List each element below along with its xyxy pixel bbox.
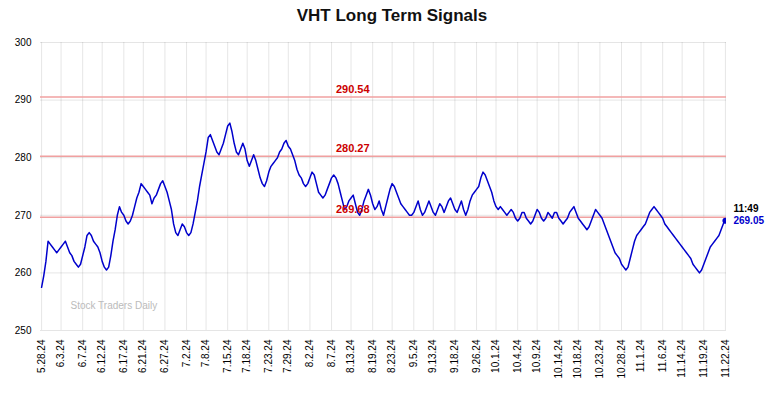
svg-text:300: 300	[15, 37, 32, 48]
svg-text:5.28.24: 5.28.24	[36, 339, 47, 373]
svg-text:7.2.24: 7.2.24	[181, 339, 192, 367]
svg-text:10.1.24: 10.1.24	[490, 339, 501, 373]
svg-text:10.28.24: 10.28.24	[616, 339, 627, 378]
svg-text:11.6.24: 11.6.24	[657, 339, 668, 372]
svg-text:11.19.24: 11.19.24	[698, 339, 709, 378]
svg-text:6.7.24: 6.7.24	[77, 339, 88, 367]
svg-text:11:49: 11:49	[733, 203, 758, 214]
svg-text:6.3.24: 6.3.24	[55, 339, 66, 367]
svg-text:8.19.24: 8.19.24	[367, 339, 378, 373]
svg-text:6.21.24: 6.21.24	[137, 339, 148, 373]
svg-text:270: 270	[15, 210, 32, 221]
svg-text:10.9.24: 10.9.24	[531, 339, 542, 373]
svg-text:290.54: 290.54	[336, 83, 371, 95]
svg-text:Stock Traders Daily: Stock Traders Daily	[71, 300, 158, 311]
svg-text:290: 290	[15, 94, 32, 105]
svg-text:7.29.24: 7.29.24	[282, 339, 293, 373]
svg-text:6.27.24: 6.27.24	[159, 339, 170, 373]
svg-text:8.2.24: 8.2.24	[304, 339, 315, 367]
svg-text:280: 280	[15, 152, 32, 163]
svg-text:250: 250	[15, 325, 32, 336]
svg-text:269.05: 269.05	[733, 215, 764, 226]
svg-text:8.13.24: 8.13.24	[345, 339, 356, 373]
svg-text:7.18.24: 7.18.24	[241, 339, 252, 373]
svg-text:8.7.24: 8.7.24	[326, 339, 337, 367]
svg-text:10.4.24: 10.4.24	[512, 339, 523, 373]
svg-text:11.1.24: 11.1.24	[635, 339, 646, 372]
svg-text:260: 260	[15, 267, 32, 278]
svg-text:7.8.24: 7.8.24	[200, 339, 211, 367]
html-text:VHT Long Term Signals: VHT Long Term Signals	[296, 6, 488, 25]
svg-text:9.5.24: 9.5.24	[408, 339, 419, 367]
svg-text:10.18.24: 10.18.24	[572, 339, 583, 378]
svg-text:8.23.24: 8.23.24	[386, 339, 397, 373]
svg-text:6.12.24: 6.12.24	[96, 339, 107, 373]
svg-text:269.68: 269.68	[336, 203, 370, 215]
svg-text:11.22.24: 11.22.24	[720, 339, 731, 378]
svg-text:9.26.24: 9.26.24	[471, 339, 482, 373]
svg-text:11.14.24: 11.14.24	[676, 339, 687, 378]
svg-text:280.27: 280.27	[336, 142, 370, 154]
svg-text:10.23.24: 10.23.24	[594, 339, 605, 378]
svg-text:9.18.24: 9.18.24	[449, 339, 460, 373]
svg-text:6.17.24: 6.17.24	[118, 339, 129, 373]
svg-text:10.14.24: 10.14.24	[553, 339, 564, 378]
svg-text:9.13.24: 9.13.24	[427, 339, 438, 373]
svg-text:7.23.24: 7.23.24	[263, 339, 274, 373]
svg-text:7.15.24: 7.15.24	[222, 339, 233, 373]
